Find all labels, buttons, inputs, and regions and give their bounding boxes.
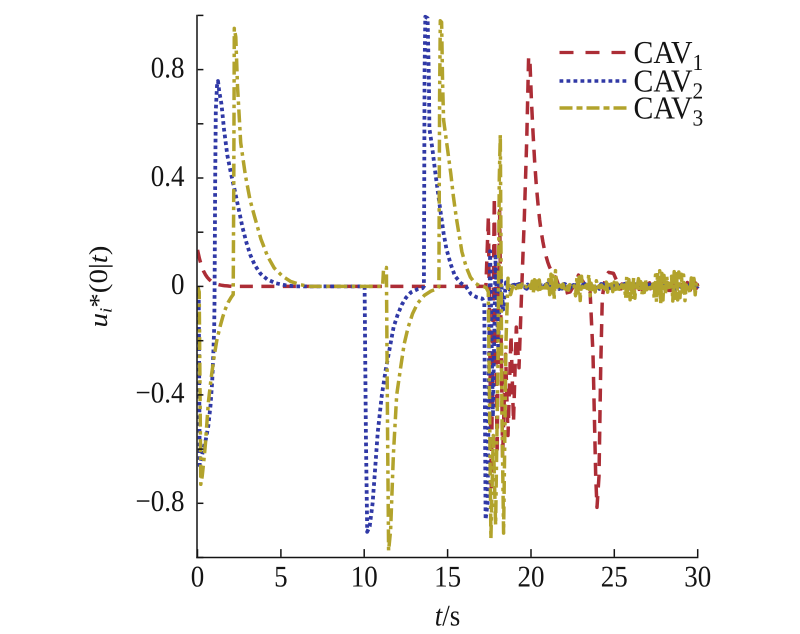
svg-text:10: 10 xyxy=(351,560,378,593)
svg-text:ui*(0|t): ui*(0|t) xyxy=(85,246,117,328)
svg-text:25: 25 xyxy=(601,560,628,593)
svg-text:0: 0 xyxy=(171,268,185,301)
svg-text:CAV2: CAV2 xyxy=(634,63,704,104)
svg-text:15: 15 xyxy=(434,560,461,593)
svg-text:t/s: t/s xyxy=(435,600,461,633)
svg-text:0.4: 0.4 xyxy=(151,160,185,193)
svg-text:0: 0 xyxy=(191,560,205,593)
svg-text:5: 5 xyxy=(274,560,288,593)
svg-text:20: 20 xyxy=(518,560,545,593)
svg-text:−0.8: −0.8 xyxy=(136,485,185,518)
svg-text:CAV3: CAV3 xyxy=(634,90,704,131)
svg-text:−0.4: −0.4 xyxy=(136,377,185,410)
svg-text:30: 30 xyxy=(684,560,711,593)
svg-text:0.8: 0.8 xyxy=(151,51,185,84)
svg-text:CAV1: CAV1 xyxy=(634,34,704,75)
